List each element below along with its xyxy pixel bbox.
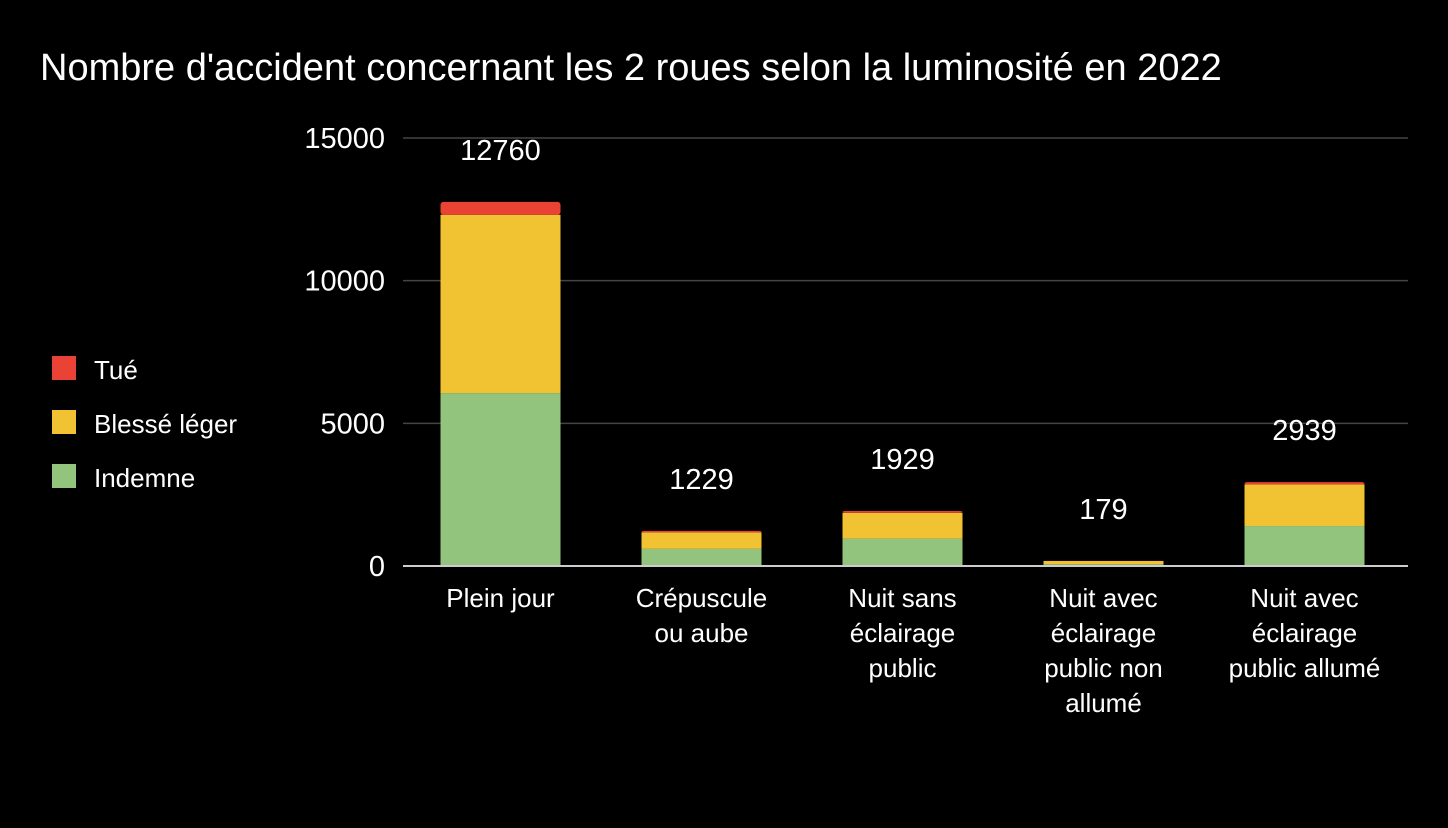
- x-category-label: Nuit avec: [1250, 583, 1358, 613]
- bar-total-label: 12760: [460, 135, 541, 167]
- x-category-label: allumé: [1065, 688, 1142, 718]
- x-category-label: Plein jour: [446, 583, 555, 613]
- legend-swatch: [52, 410, 76, 434]
- x-category-label: éclairage: [1252, 618, 1358, 648]
- bar-total-label: 1229: [669, 464, 734, 496]
- x-category-label: éclairage: [850, 618, 956, 648]
- y-tick-label: 10000: [304, 266, 385, 298]
- bar-segment-indemne: [842, 538, 963, 566]
- x-category-label: Nuit sans: [848, 583, 956, 613]
- chart-title: Nombre d'accident concernant les 2 roues…: [40, 47, 1222, 89]
- legend-swatch: [52, 356, 76, 380]
- bar-segment-bless-l-ger: [1043, 561, 1164, 565]
- bar-segment-tu-: [842, 510, 963, 513]
- bar-segment-indemne: [1244, 526, 1365, 566]
- bars: [440, 201, 1365, 566]
- legend-label: Indemne: [94, 463, 195, 493]
- y-tick-label: 15000: [304, 123, 385, 155]
- total-labels: 12760 1229 1929 179 2939: [460, 135, 1337, 526]
- x-category-label: public: [869, 653, 937, 683]
- legend-swatch: [52, 464, 76, 488]
- legend-item: Indemne: [52, 463, 195, 493]
- x-category-label: public allumé: [1229, 653, 1381, 683]
- bar-total-label: 2939: [1272, 415, 1337, 447]
- bar-segment-indemne: [641, 548, 762, 566]
- bar-segment-bless-l-ger: [842, 512, 963, 539]
- y-axis-ticks: 0 5000 10000 15000: [304, 123, 385, 583]
- x-category-label: public non: [1044, 653, 1163, 683]
- category-labels: Plein jour Crépuscule ou aube Nuit sans écla…: [446, 583, 1380, 718]
- bar-segment-bless-l-ger: [1244, 484, 1365, 527]
- x-category-label: éclairage: [1051, 618, 1157, 648]
- bar-total-label: 179: [1079, 494, 1127, 526]
- legend-item: Blessé léger: [52, 409, 237, 439]
- bar-segment-tu-: [641, 530, 762, 533]
- bar-segment-tu-: [1244, 482, 1365, 485]
- x-category-label: ou aube: [655, 618, 749, 648]
- legend-item: Tué: [52, 355, 138, 385]
- y-tick-label: 0: [369, 551, 385, 583]
- legend: Tué Blessé léger Indemne: [52, 355, 237, 493]
- x-category-label: Crépuscule: [636, 583, 768, 613]
- bar-segment-bless-l-ger: [440, 214, 561, 394]
- bar-total-label: 1929: [870, 444, 935, 476]
- x-category-label: Nuit avec: [1049, 583, 1157, 613]
- bar-segment-bless-l-ger: [641, 532, 762, 549]
- legend-label: Tué: [94, 355, 138, 385]
- legend-label: Blessé léger: [94, 409, 237, 439]
- bar-segment-tu-: [440, 201, 561, 215]
- bar-segment-indemne: [440, 393, 561, 566]
- y-tick-label: 5000: [320, 408, 385, 440]
- gridlines: [403, 137, 1408, 425]
